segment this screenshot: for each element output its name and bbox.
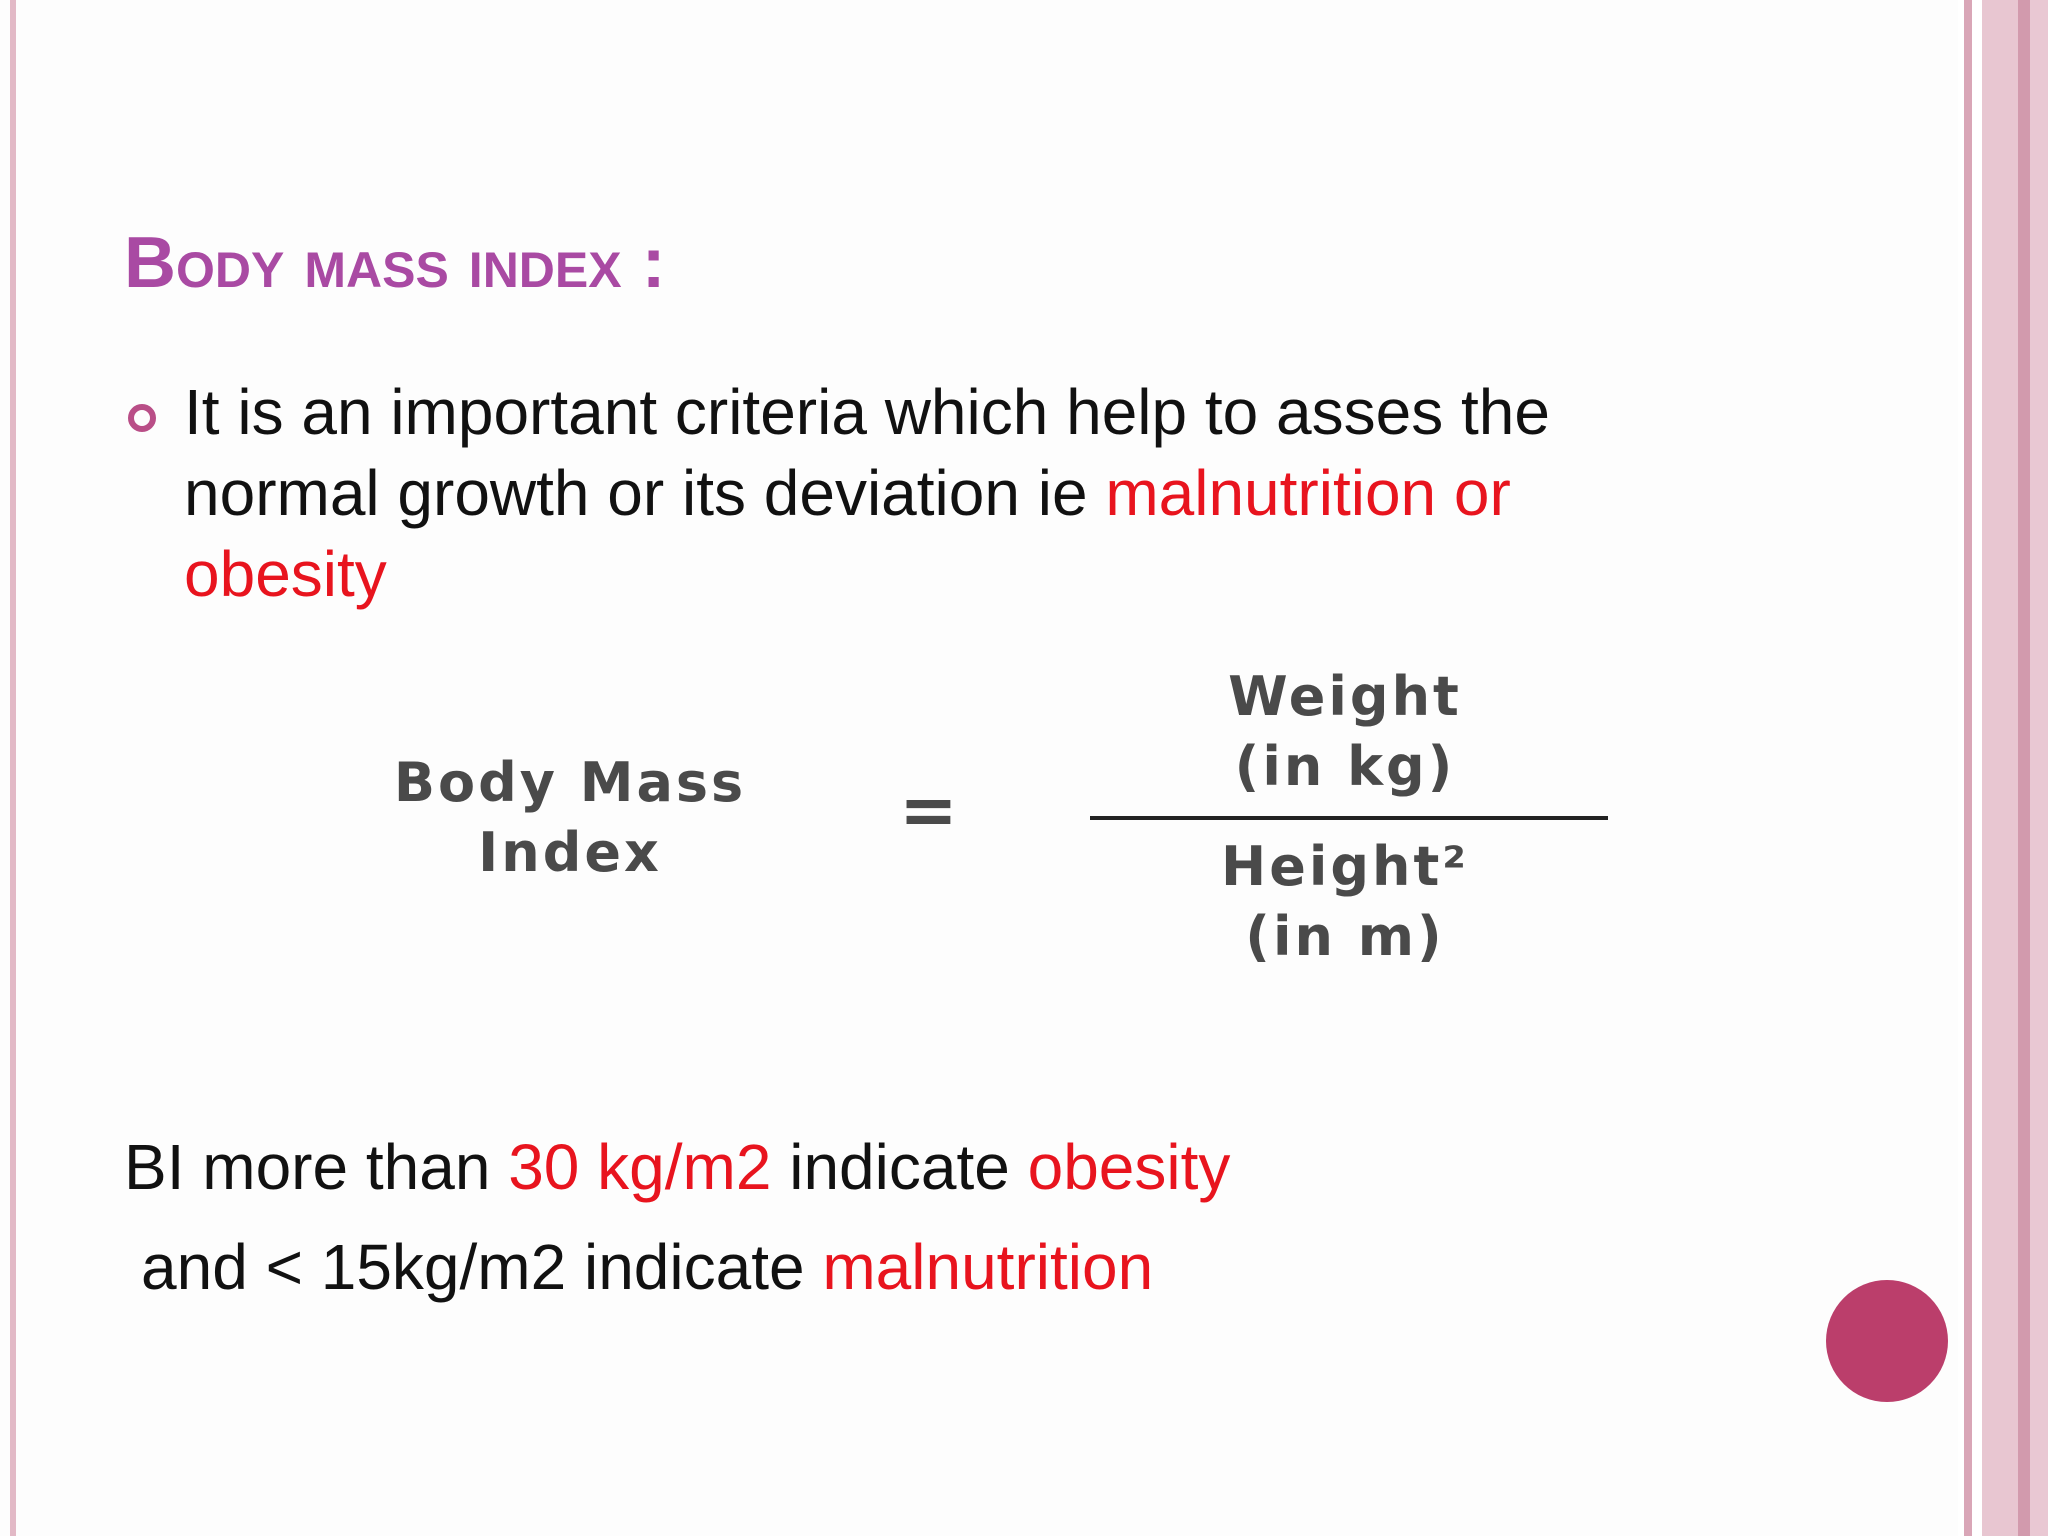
formula-text: Height²	[1221, 835, 1469, 898]
text: BI more than	[124, 1131, 509, 1203]
formula-operator: =	[899, 769, 961, 851]
note-line: BI more than 30 kg/m2 indicate obesity	[124, 1130, 1230, 1204]
title: Body mass index :	[124, 223, 666, 303]
text: indicate	[771, 1131, 1028, 1203]
formula-text: Index	[478, 821, 662, 884]
highlight-text: malnutrition or obesity	[184, 457, 1529, 610]
formula-numerator: Weight (in kg)	[1090, 662, 1600, 802]
formula-denominator: Height² (in m)	[1090, 832, 1600, 972]
highlight-text: obesity	[1027, 1131, 1231, 1203]
formula-text: (in m)	[1245, 905, 1445, 968]
formula-text: (in kg)	[1234, 735, 1456, 798]
left-border	[10, 0, 16, 1536]
formula-text: Weight	[1228, 665, 1462, 728]
decor-circle	[1826, 1280, 1948, 1402]
formula-left: Body Mass Index	[290, 748, 850, 888]
bullet-icon	[128, 404, 156, 432]
text: and < 15kg/m2 indicate	[141, 1231, 823, 1303]
formula-text: Body Mass	[393, 751, 747, 814]
highlight-text: malnutrition	[822, 1231, 1154, 1303]
highlight-text: 30 kg/m2	[508, 1131, 772, 1203]
right-border	[1958, 0, 2048, 1536]
bullet-text: It is an important criteria which help t…	[184, 372, 1684, 615]
note-line: and < 15kg/m2 indicate malnutrition	[141, 1230, 1153, 1304]
fraction-line	[1090, 816, 1608, 820]
text: It is an important criteria which help t…	[184, 376, 1568, 529]
